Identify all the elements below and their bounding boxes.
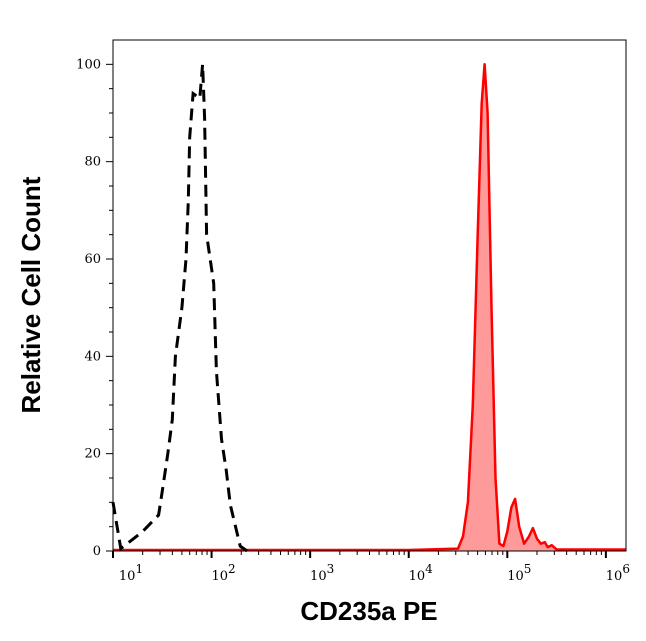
x-tick-base: 10 (507, 569, 524, 584)
x-tick-label: 106 (606, 562, 630, 584)
x-tick-exponent: 2 (228, 562, 236, 576)
x-tick-base: 10 (119, 569, 136, 584)
x-tick-base: 10 (211, 569, 228, 584)
x-tick-label: 104 (409, 562, 434, 584)
black-dashed-histogram-line (111, 64, 248, 553)
y-tick-label: 80 (84, 155, 101, 170)
y-tick-label: 60 (84, 252, 101, 267)
x-tick-exponent: 4 (425, 562, 433, 576)
y-tick-label: 20 (84, 447, 101, 462)
x-tick-exponent: 3 (327, 562, 335, 576)
y-tick-label: 100 (76, 57, 101, 72)
x-axis-title: CD235a PE (300, 596, 437, 626)
x-tick-exponent: 5 (524, 562, 532, 576)
x-tick-label: 101 (119, 562, 143, 584)
x-tick-base: 10 (606, 569, 623, 584)
x-tick-exponent: 1 (135, 562, 143, 576)
x-tick-base: 10 (310, 569, 327, 584)
x-tick-label: 105 (507, 562, 531, 584)
x-tick-exponent: 6 (622, 562, 630, 576)
x-tick-label: 103 (310, 562, 334, 584)
x-tick-label: 102 (211, 562, 235, 584)
y-axis-title: Relative Cell Count (16, 176, 46, 413)
y-tick-label: 0 (93, 544, 101, 559)
red-histogram-line (113, 63, 626, 552)
y-tick-label: 40 (84, 349, 101, 364)
x-tick-base: 10 (409, 569, 426, 584)
